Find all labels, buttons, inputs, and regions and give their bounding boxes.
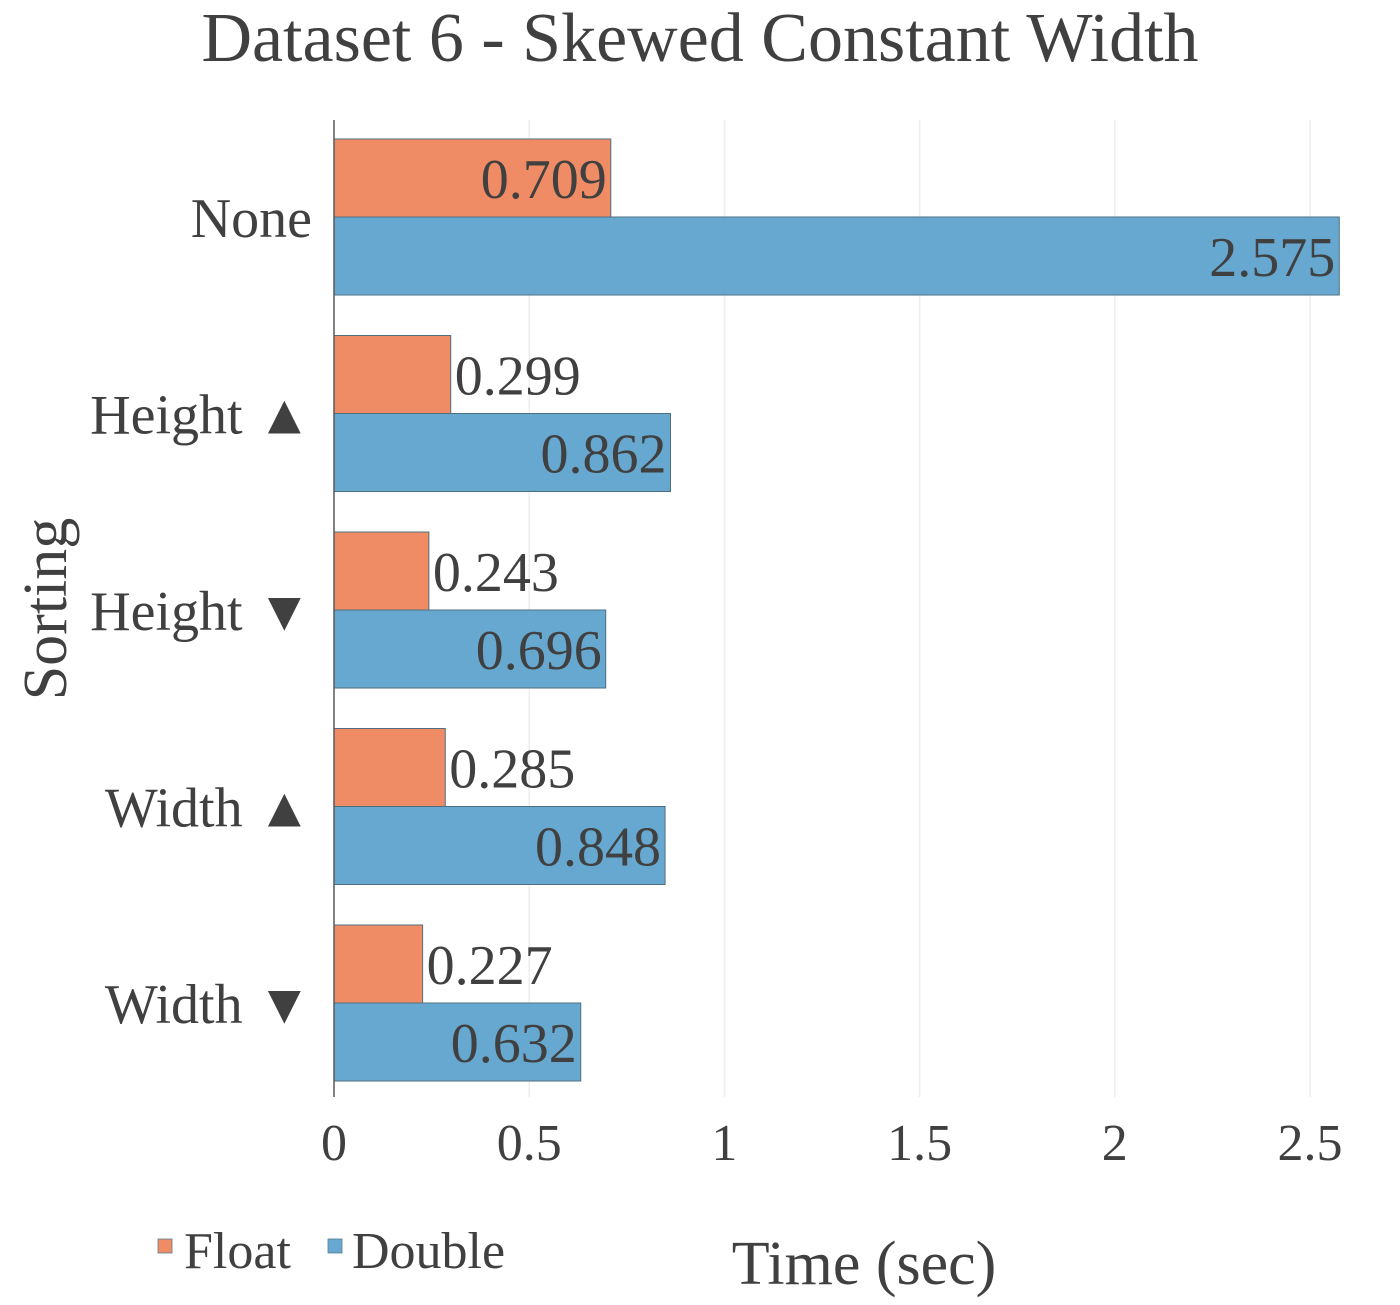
category-label: Width ▲ xyxy=(105,778,312,840)
category-label: Height ▼ xyxy=(90,581,312,643)
bar-float xyxy=(333,335,452,414)
category-labels: None Height ▲ Height ▼ Width ▲ Width ▼ xyxy=(90,188,312,1036)
chart-title: Dataset 6 - Skewed Constant Width xyxy=(201,0,1198,77)
bar-float xyxy=(333,531,430,611)
legend-swatch-double xyxy=(327,1238,343,1254)
x-axis-title: Time (sec) xyxy=(732,1230,997,1298)
category-label: None xyxy=(191,188,312,250)
legend-label-double: Double xyxy=(352,1223,505,1280)
bar-double xyxy=(333,216,1340,296)
category-label: Width ▼ xyxy=(105,974,312,1036)
data-label: 0.632 xyxy=(451,1013,577,1075)
data-label: 0.848 xyxy=(535,817,661,879)
data-label: 0.299 xyxy=(455,346,581,408)
bar-float xyxy=(333,728,446,807)
x-tick-label: 2 xyxy=(1102,1115,1128,1172)
x-tick-label: 0.5 xyxy=(497,1115,562,1172)
legend-label-float: Float xyxy=(184,1223,291,1280)
x-tick-label: 0 xyxy=(321,1115,347,1172)
x-tick-label: 1 xyxy=(711,1115,737,1172)
legend-swatch-float xyxy=(157,1238,173,1254)
data-label: 0.227 xyxy=(427,935,553,997)
y-axis-title: Sorting xyxy=(12,518,80,701)
bar-double xyxy=(333,609,607,689)
data-label: 0.243 xyxy=(433,542,559,604)
x-tick-label: 1.5 xyxy=(887,1115,952,1172)
data-label: 0.709 xyxy=(481,149,607,211)
bar-float xyxy=(333,924,424,1004)
bar-float xyxy=(333,138,612,218)
data-label: 2.575 xyxy=(1209,227,1335,289)
data-label: 0.862 xyxy=(541,424,667,486)
data-label: 0.285 xyxy=(449,739,575,801)
x-tick-label: 2.5 xyxy=(1278,1115,1343,1172)
x-tick-labels: 0 0.5 1 1.5 2 2.5 xyxy=(321,1115,1343,1172)
data-label: 0.696 xyxy=(476,620,602,682)
bar-double xyxy=(333,413,672,492)
category-label: Height ▲ xyxy=(90,385,312,447)
bar-double xyxy=(333,1002,582,1082)
legend: Float Double xyxy=(157,1223,505,1280)
data-labels: 0.709 2.575 0.299 0.862 0.243 0.696 0.285 0.848… xyxy=(427,149,1336,1075)
bar-double xyxy=(333,806,666,885)
